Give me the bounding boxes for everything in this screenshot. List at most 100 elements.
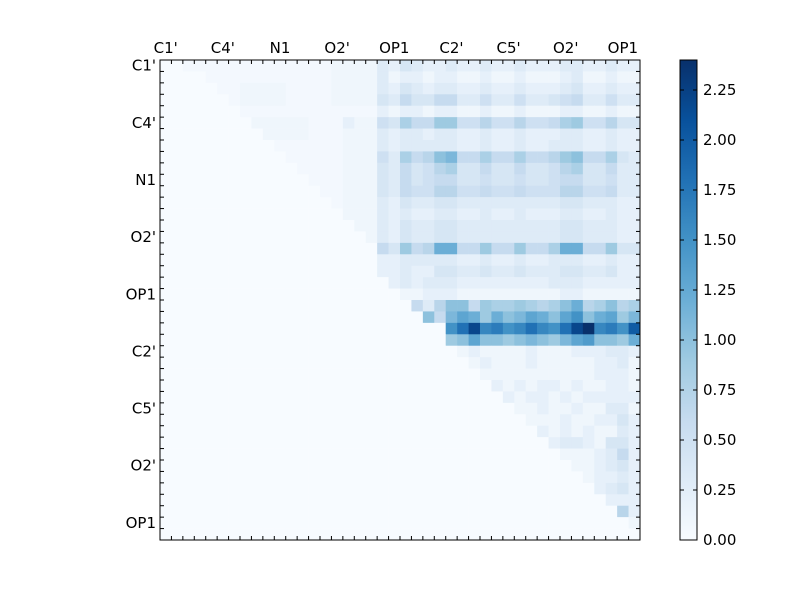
- heatmap-cell: [365, 357, 378, 369]
- heatmap-cell: [182, 197, 195, 209]
- heatmap-cell: [251, 345, 264, 358]
- heatmap-cell: [320, 471, 332, 484]
- heatmap-cell: [582, 311, 595, 324]
- heatmap-cell: [308, 460, 321, 472]
- heatmap-cell: [582, 517, 595, 529]
- heatmap-cell: [274, 82, 287, 95]
- heatmap-cell: [514, 448, 527, 461]
- heatmap-cell: [228, 322, 241, 335]
- heatmap-cell: [262, 71, 275, 84]
- heatmap-cell: [422, 368, 435, 381]
- heatmap-cell: [525, 197, 538, 209]
- heatmap-cell: [457, 402, 469, 415]
- heatmap-cell: [388, 391, 401, 404]
- heatmap-cell: [548, 460, 561, 472]
- colorbar: [679, 59, 698, 541]
- heatmap-cell: [274, 242, 287, 255]
- heatmap-cell: [571, 437, 584, 449]
- heatmap-cell: [342, 265, 355, 278]
- heatmap-cell: [491, 82, 504, 95]
- heatmap-cell: [365, 117, 378, 129]
- heatmap-cell: [240, 71, 252, 84]
- heatmap-cell: [274, 391, 287, 404]
- heatmap-cell: [434, 60, 447, 72]
- heatmap-cell: [194, 494, 207, 507]
- heatmap-cell: [594, 174, 607, 187]
- heatmap-cell: [262, 300, 275, 312]
- heatmap-cell: [331, 391, 344, 404]
- heatmap-cell: [537, 471, 549, 484]
- heatmap-cell: [594, 128, 607, 141]
- heatmap-cell: [308, 471, 321, 484]
- heatmap-cell: [354, 288, 367, 301]
- heatmap-cell: [480, 517, 492, 529]
- heatmap-cell: [240, 517, 252, 529]
- heatmap-cell: [628, 288, 641, 301]
- heatmap-cell: [537, 254, 549, 267]
- heatmap-cell: [628, 425, 641, 438]
- heatmap-cell: [251, 414, 264, 427]
- heatmap-cell: [560, 322, 572, 335]
- heatmap-cell: [262, 94, 275, 107]
- heatmap-cell: [525, 345, 538, 358]
- heatmap-cell: [571, 300, 584, 312]
- heatmap-cell: [388, 414, 401, 427]
- heatmap-cell: [537, 368, 549, 381]
- heatmap-cell: [628, 311, 641, 324]
- heatmap-cell: [491, 345, 504, 358]
- heatmap-cell: [480, 425, 492, 438]
- heatmap-cell: [468, 460, 481, 472]
- heatmap-cell: [434, 82, 447, 95]
- heatmap-cell: [491, 448, 504, 461]
- heatmap-cell: [457, 197, 469, 209]
- heatmap-cell: [205, 185, 218, 198]
- heatmap-cell: [262, 460, 275, 472]
- heatmap-cell: [365, 128, 378, 141]
- heatmap-cell: [422, 334, 435, 347]
- heatmap-cell: [605, 505, 618, 518]
- heatmap-cell: [422, 345, 435, 358]
- heatmap-cell: [240, 117, 252, 129]
- heatmap-cell: [262, 334, 275, 347]
- heatmap-cell: [548, 345, 561, 358]
- heatmap-cell: [194, 471, 207, 484]
- heatmap-cell: [262, 208, 275, 221]
- heatmap-cell: [445, 82, 458, 95]
- heatmap-cell: [331, 105, 344, 118]
- heatmap-cell: [342, 345, 355, 358]
- heatmap-cell: [480, 345, 492, 358]
- heatmap-cell: [217, 460, 229, 472]
- heatmap-cell: [525, 391, 538, 404]
- heatmap-cell: [251, 460, 264, 472]
- heatmap-cell: [331, 174, 344, 187]
- heatmap-cell: [285, 494, 298, 507]
- heatmap-cell: [160, 300, 172, 312]
- heatmap-cell: [617, 391, 629, 404]
- heatmap-cell: [491, 425, 504, 438]
- heatmap-cell: [548, 288, 561, 301]
- heatmap-cell: [320, 448, 332, 461]
- heatmap-cell: [400, 517, 412, 529]
- heatmap-cell: [457, 357, 469, 369]
- heatmap-cell: [560, 288, 572, 301]
- heatmap-cell: [354, 380, 367, 392]
- heatmap-cell: [285, 391, 298, 404]
- heatmap-cell: [308, 174, 321, 187]
- heatmap-cell: [320, 391, 332, 404]
- heatmap-cell: [457, 277, 469, 289]
- heatmap-cell: [594, 517, 607, 529]
- heatmap-cell: [342, 94, 355, 107]
- heatmap-cell: [457, 460, 469, 472]
- heatmap-cell: [377, 254, 389, 267]
- heatmap-cell: [445, 277, 458, 289]
- heatmap-cell: [205, 254, 218, 267]
- heatmap-cell: [251, 517, 264, 529]
- heatmap-cell: [525, 242, 538, 255]
- heatmap-cell: [617, 300, 629, 312]
- heatmap-cell: [308, 288, 321, 301]
- heatmap-cell: [594, 482, 607, 495]
- heatmap-cell: [400, 265, 412, 278]
- heatmap-cell: [240, 82, 252, 95]
- heatmap-cell: [457, 140, 469, 152]
- heatmap-cell: [445, 368, 458, 381]
